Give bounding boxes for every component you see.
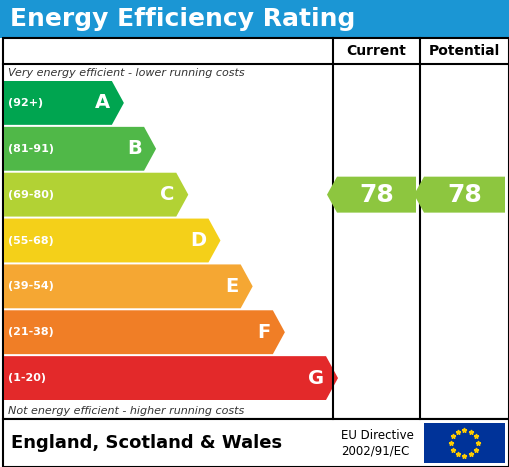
Text: G: G <box>308 368 324 388</box>
Text: (81-91): (81-91) <box>8 144 54 154</box>
Text: F: F <box>258 323 271 342</box>
Text: (21-38): (21-38) <box>8 327 54 337</box>
Text: Energy Efficiency Rating: Energy Efficiency Rating <box>10 7 355 31</box>
Text: (92+): (92+) <box>8 98 43 108</box>
Polygon shape <box>414 177 505 212</box>
Bar <box>424 423 505 463</box>
Text: (69-80): (69-80) <box>8 190 54 200</box>
Polygon shape <box>4 173 188 217</box>
Text: EU Directive
2002/91/EC: EU Directive 2002/91/EC <box>341 429 414 457</box>
Polygon shape <box>4 219 220 262</box>
Text: (1-20): (1-20) <box>8 373 46 383</box>
Text: (55-68): (55-68) <box>8 235 54 246</box>
Text: D: D <box>190 231 207 250</box>
Text: C: C <box>160 185 174 204</box>
Polygon shape <box>4 310 285 354</box>
Text: Not energy efficient - higher running costs: Not energy efficient - higher running co… <box>8 405 244 416</box>
Bar <box>3 38 509 419</box>
Text: 78: 78 <box>359 183 394 206</box>
Text: 78: 78 <box>447 183 482 206</box>
Text: Current: Current <box>347 44 407 58</box>
Text: E: E <box>225 277 239 296</box>
Polygon shape <box>4 264 252 308</box>
Polygon shape <box>4 127 156 171</box>
Polygon shape <box>4 81 124 125</box>
Text: England, Scotland & Wales: England, Scotland & Wales <box>11 434 282 452</box>
Bar <box>0 0 509 38</box>
Text: Potential: Potential <box>429 44 500 58</box>
Text: B: B <box>127 139 142 158</box>
Text: Very energy efficient - lower running costs: Very energy efficient - lower running co… <box>8 68 245 78</box>
Bar <box>3 419 509 467</box>
Polygon shape <box>4 356 338 400</box>
Text: A: A <box>95 93 110 113</box>
Polygon shape <box>327 177 416 212</box>
Text: (39-54): (39-54) <box>8 281 54 291</box>
